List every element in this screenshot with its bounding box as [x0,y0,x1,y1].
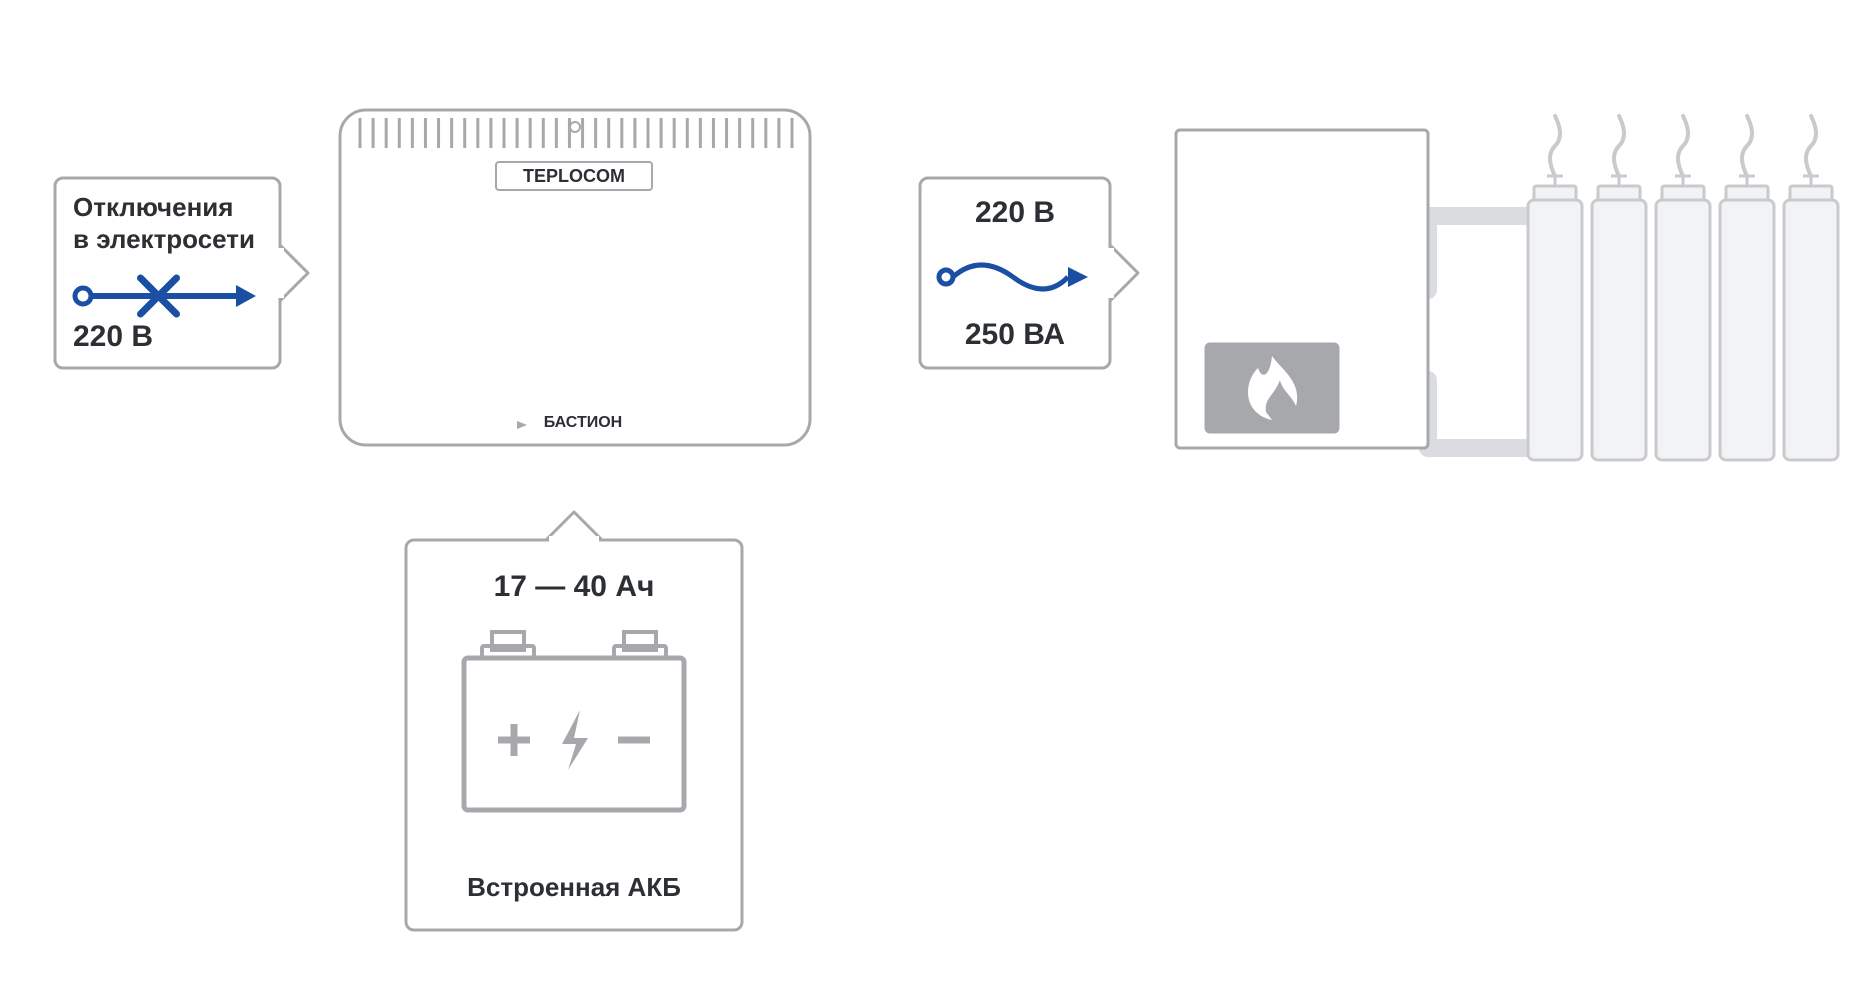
input-arrow-origin [75,288,91,304]
heat-wave-icon [1742,116,1752,176]
radiator-section [1528,200,1582,460]
output-power: 250 ВА [965,318,1065,351]
heat-wave-icon [1550,116,1560,176]
heat-wave-icon [1678,116,1688,176]
battery-icon [464,632,684,810]
heat-wave-icon [1806,116,1816,176]
input-label-line1: Отключения [73,192,233,222]
input-label-line2: в электросети [73,224,255,254]
brand-bottom-label: БАСТИОН [544,414,622,431]
radiator-section [1784,200,1838,460]
radiator-section [1720,200,1774,460]
output-arrow-origin [939,270,953,284]
output-power-box: 220 В 250 ВА [920,178,1138,368]
heat-wave-icon [1614,116,1624,176]
radiator [1528,116,1838,460]
radiator-section [1656,200,1710,460]
battery-capacity: 17 — 40 Ач [494,570,655,603]
radiator-section [1592,200,1646,460]
boiler [1176,130,1428,448]
pipes [1428,216,1530,448]
battery-box: 17 — 40 Ач Встроенная АКБ [406,512,742,930]
input-voltage: 220 В [73,320,153,353]
ups-device: TEPLOCOM БАСТИОН [340,110,810,445]
svg-text:TEPLOCOM: TEPLOCOM [523,166,625,186]
input-power-box: Отключенияв электросети 220 В [55,178,308,368]
output-voltage: 220 В [975,196,1055,229]
battery-label: Встроенная АКБ [467,872,681,902]
